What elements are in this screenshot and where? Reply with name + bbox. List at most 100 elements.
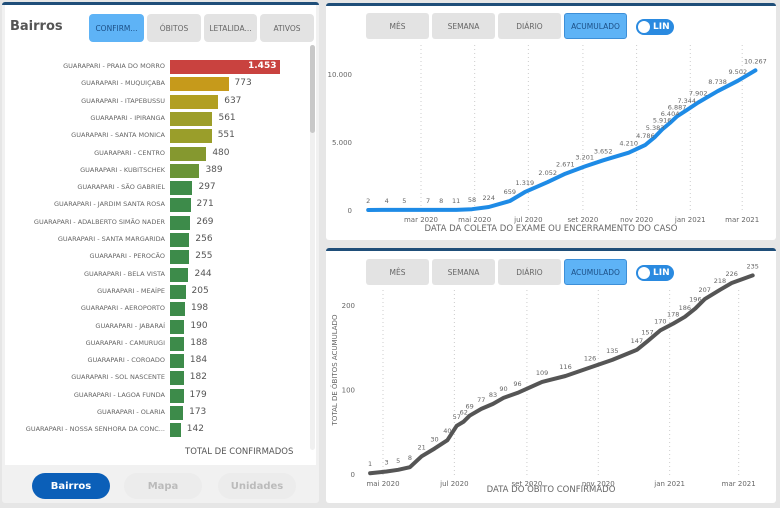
data-point[interactable] — [468, 414, 472, 418]
tab-mes[interactable]: MÊS — [366, 13, 429, 39]
bar-row[interactable]: GUARAPARI - JABARAÍ 190 — [5, 319, 305, 334]
data-point[interactable] — [385, 208, 389, 212]
data-point[interactable] — [540, 380, 544, 384]
bar[interactable] — [170, 129, 212, 144]
data-point[interactable] — [693, 306, 697, 310]
data-point[interactable] — [703, 297, 707, 301]
data-point[interactable] — [685, 108, 689, 112]
bar-row[interactable]: GUARAPARI - SANTA MONICA 551 — [5, 129, 305, 144]
tab-diario[interactable]: DIÁRIO — [498, 13, 561, 39]
data-point[interactable] — [523, 190, 527, 194]
bar-row[interactable]: GUARAPARI - CENTRO 480 — [5, 146, 305, 161]
scale-toggle[interactable]: LIN — [636, 19, 674, 35]
bar-row[interactable]: GUARAPARI - ITAPEBUSSU 637 — [5, 94, 305, 109]
data-point[interactable] — [671, 322, 675, 326]
bar[interactable] — [170, 284, 186, 299]
bar-row[interactable]: GUARAPARI - KUBITSCHEK 389 — [5, 163, 305, 178]
bar-row[interactable]: GUARAPARI - COROADO 184 — [5, 354, 305, 369]
bar-row[interactable]: GUARAPARI - OLARIA 173 — [5, 406, 305, 420]
bar[interactable] — [170, 215, 191, 230]
bar[interactable] — [170, 198, 191, 213]
data-point[interactable] — [660, 128, 664, 132]
bar-row[interactable]: GUARAPARI - NOSSA SENHORA DA CONC... 142 — [5, 423, 305, 438]
bar-row[interactable]: GUARAPARI - ADALBERTO SIMÃO NADER 269 — [5, 215, 305, 230]
bar-row[interactable]: GUARAPARI - IPIRANGA 561 — [5, 111, 305, 126]
nav-bairros-button[interactable]: Bairros — [32, 473, 110, 499]
data-point[interactable] — [627, 151, 631, 155]
data-point[interactable] — [718, 288, 722, 292]
data-point[interactable] — [564, 374, 568, 378]
data-point[interactable] — [668, 121, 672, 125]
data-point[interactable] — [643, 143, 647, 147]
bar[interactable] — [170, 267, 189, 282]
nav-mapa-button[interactable]: Mapa — [124, 473, 202, 499]
data-point[interactable] — [610, 358, 614, 362]
data-point[interactable] — [439, 208, 443, 212]
data-point[interactable] — [368, 471, 372, 475]
data-point[interactable] — [432, 447, 436, 451]
bar[interactable] — [170, 181, 193, 196]
data-point[interactable] — [462, 420, 466, 424]
data-point[interactable] — [402, 208, 406, 212]
bar-row[interactable]: GUARAPARI - JARDIM SANTA ROSA 271 — [5, 198, 305, 213]
tab-letalidade[interactable]: LETALIDA... — [204, 14, 257, 42]
bar[interactable] — [170, 163, 200, 178]
data-point[interactable] — [491, 402, 495, 406]
tab-semana[interactable]: SEMANA — [432, 13, 495, 39]
data-point[interactable] — [508, 199, 512, 203]
data-point[interactable] — [516, 391, 520, 395]
data-point[interactable] — [583, 164, 587, 168]
bar[interactable] — [170, 302, 185, 317]
bar-row[interactable]: GUARAPARI - AEROPORTO 198 — [5, 302, 305, 317]
data-point[interactable] — [420, 454, 424, 458]
data-point[interactable] — [487, 205, 491, 209]
tab-acumulado[interactable]: ACUMULADO — [564, 259, 627, 285]
data-point[interactable] — [730, 281, 734, 285]
bar[interactable] — [170, 250, 190, 265]
data-point[interactable] — [753, 68, 757, 72]
data-point[interactable] — [751, 273, 755, 277]
bar[interactable] — [170, 354, 184, 369]
data-point[interactable] — [454, 208, 458, 212]
bar-row[interactable]: GUARAPARI - PEROCÃO 255 — [5, 250, 305, 265]
data-point[interactable] — [675, 114, 679, 118]
data-point[interactable] — [546, 180, 550, 184]
tab-semana[interactable]: SEMANA — [432, 259, 495, 285]
bar[interactable] — [170, 60, 280, 74]
tab-confirmados[interactable]: CONFIRM... — [89, 14, 144, 42]
scale-toggle[interactable]: LIN — [636, 265, 674, 281]
tab-obitos[interactable]: ÓBITOS — [147, 14, 201, 42]
scrollbar[interactable] — [310, 45, 315, 450]
data-point[interactable] — [635, 348, 639, 352]
bar-row[interactable]: GUARAPARI - BELA VISTA 244 — [5, 267, 305, 282]
bar[interactable] — [170, 146, 207, 161]
tab-diario[interactable]: DIÁRIO — [498, 259, 561, 285]
data-point[interactable] — [645, 339, 649, 343]
data-point[interactable] — [396, 468, 400, 472]
bar-row[interactable]: GUARAPARI - CAMURUGI 188 — [5, 336, 305, 351]
bar[interactable] — [170, 94, 219, 109]
data-point[interactable] — [479, 407, 483, 411]
bar[interactable] — [170, 423, 181, 438]
bar-row[interactable]: GUARAPARI - MEAÍPE 205 — [5, 284, 305, 299]
data-point[interactable] — [408, 465, 412, 469]
nav-unidades-button[interactable]: Unidades — [218, 473, 296, 499]
data-point[interactable] — [588, 366, 592, 370]
data-point[interactable] — [385, 469, 389, 473]
bar[interactable] — [170, 406, 184, 420]
bar[interactable] — [170, 388, 184, 403]
data-point[interactable] — [716, 89, 720, 93]
bar-row[interactable]: GUARAPARI - SOL NASCENTE 182 — [5, 371, 305, 386]
bar-row[interactable]: GUARAPARI - SANTA MARGARIDA 256 — [5, 233, 305, 247]
data-point[interactable] — [502, 396, 506, 400]
scrollbar-thumb[interactable] — [310, 45, 315, 133]
tab-mes[interactable]: MÊS — [366, 259, 429, 285]
bar-row[interactable]: GUARAPARI - LAGOA FUNDA 179 — [5, 388, 305, 403]
data-point[interactable] — [470, 207, 474, 211]
bar[interactable] — [170, 233, 190, 247]
data-point[interactable] — [366, 208, 370, 212]
data-point[interactable] — [426, 208, 430, 212]
data-point[interactable] — [445, 438, 449, 442]
data-point[interactable] — [563, 172, 567, 176]
data-point[interactable] — [696, 101, 700, 105]
